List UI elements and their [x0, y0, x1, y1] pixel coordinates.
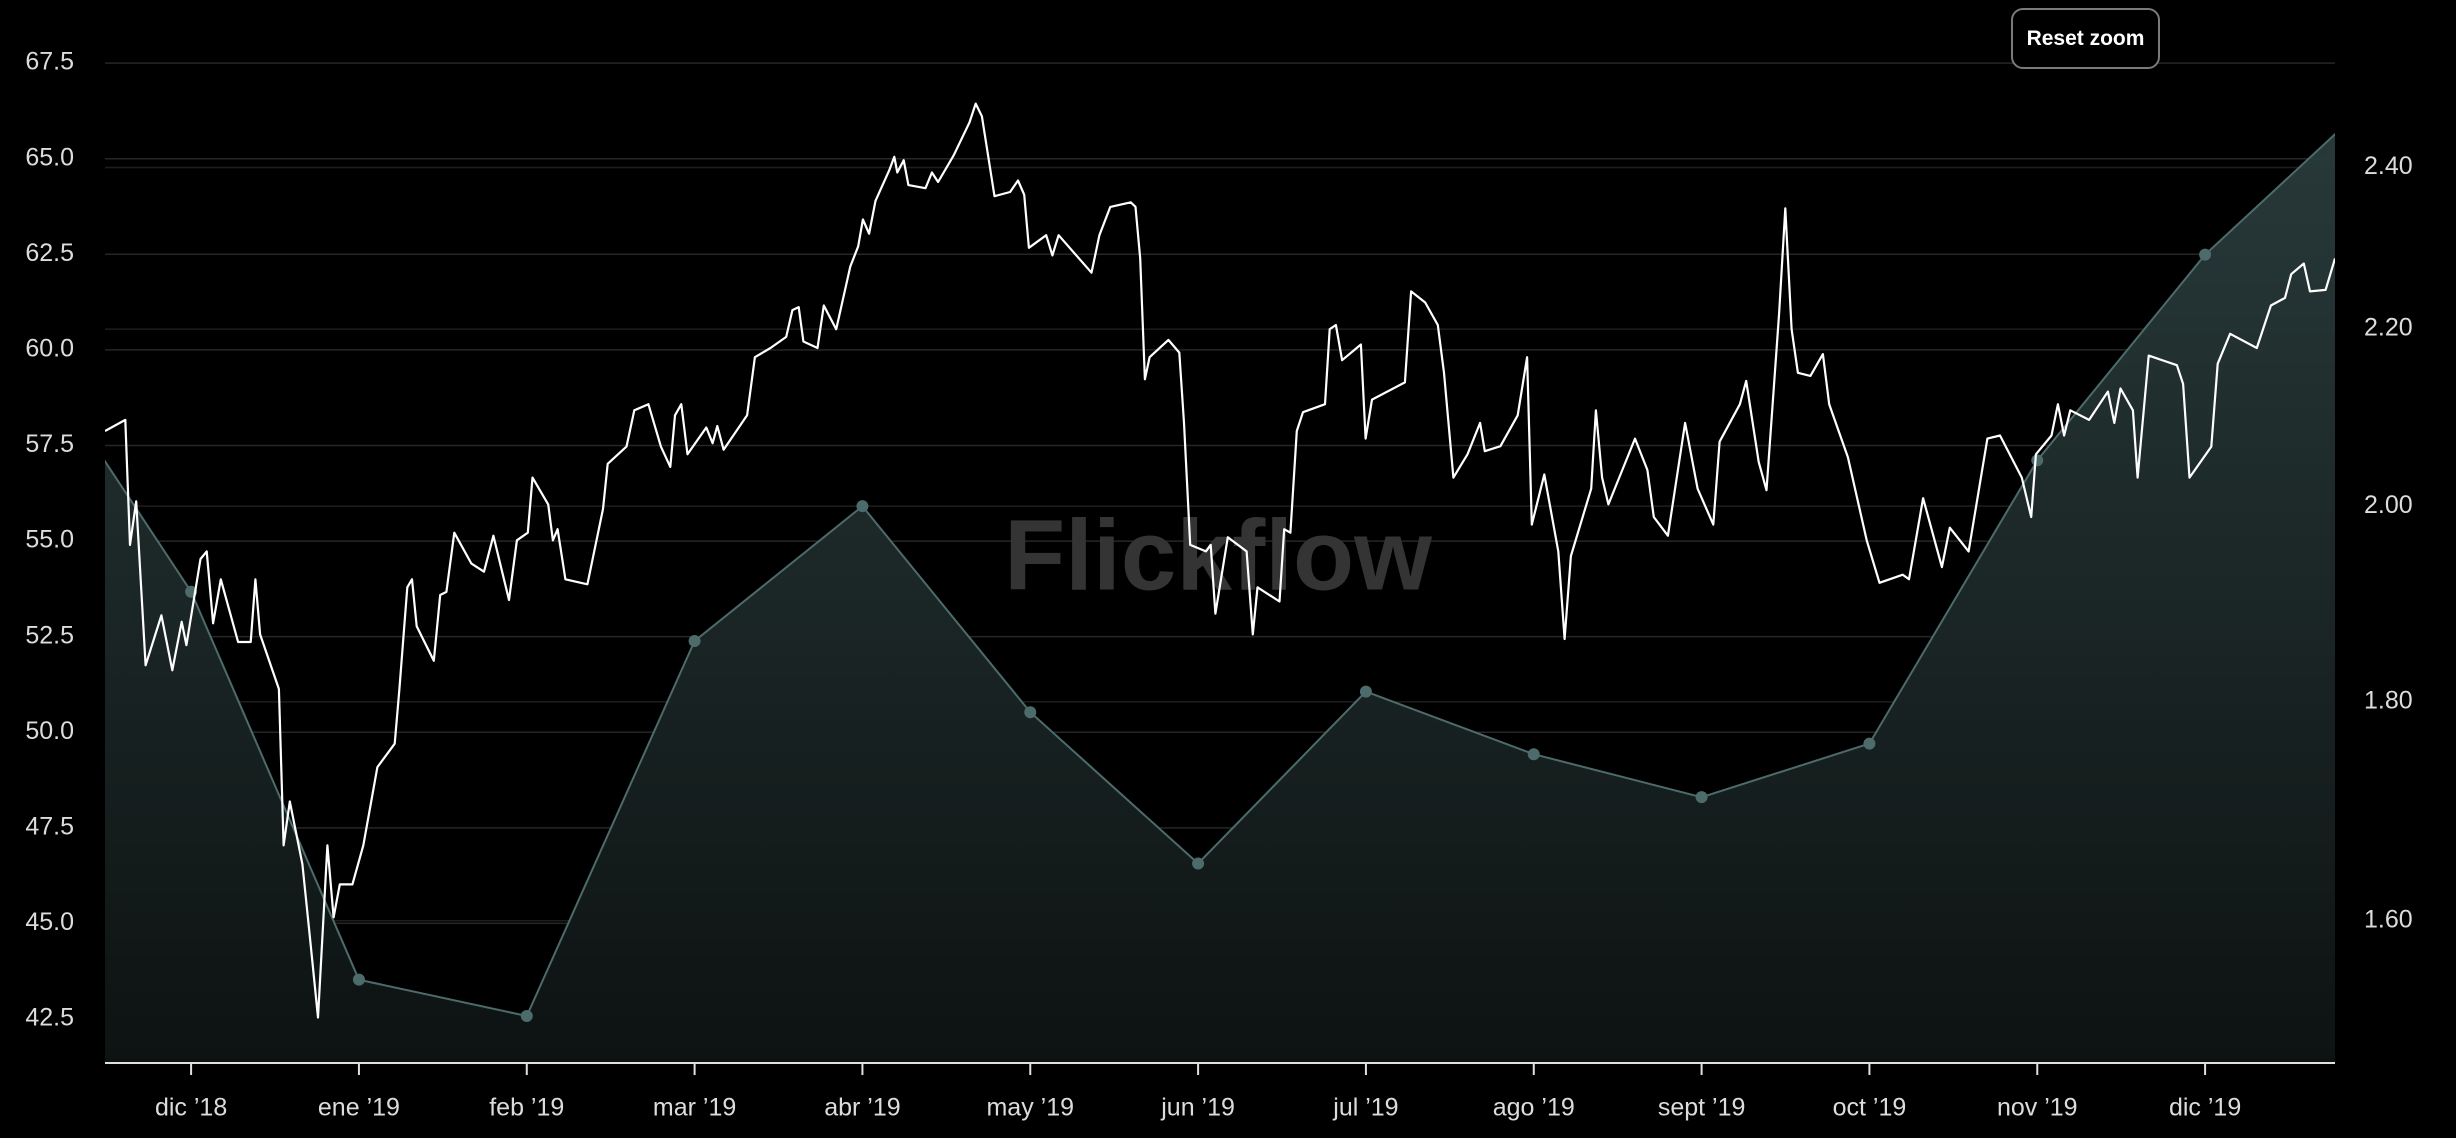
y-tick-label: 60.0 — [25, 335, 74, 363]
area-point — [1359, 685, 1372, 698]
y-tick-label: 45.0 — [25, 908, 74, 936]
y-tick-label: 42.5 — [25, 1004, 74, 1032]
x-tick-label: abr ’19 — [824, 1094, 900, 1122]
x-tick-label: feb ’19 — [489, 1094, 564, 1122]
y-tick-label: 50.0 — [25, 717, 74, 745]
y2-tick-label: 2.40 — [2364, 152, 2413, 180]
plot-area — [105, 93, 2379, 1063]
reset-zoom-button[interactable]: Reset zoom — [2011, 8, 2160, 69]
area-point — [688, 634, 701, 647]
y-tick-label: 57.5 — [25, 430, 74, 458]
area-point — [1192, 857, 1205, 870]
y-tick-label: 67.5 — [25, 48, 74, 76]
y-tick-label: 55.0 — [25, 526, 74, 554]
area-point — [2031, 454, 2044, 467]
y-tick-label: 47.5 — [25, 812, 74, 840]
x-tick-label: dic ’18 — [155, 1094, 227, 1122]
area-point — [2367, 93, 2379, 105]
x-tick-label: jun ’19 — [1160, 1094, 1235, 1122]
x-tick-label: mar ’19 — [653, 1094, 736, 1122]
x-tick-label: jul ’19 — [1332, 1094, 1398, 1122]
y2-tick-label: 2.00 — [2364, 491, 2413, 519]
area-point — [2199, 248, 2212, 261]
area-point — [856, 500, 869, 513]
x-tick-label: nov ’19 — [1997, 1094, 2078, 1122]
x-tick-label: may ’19 — [986, 1094, 1074, 1122]
area-point — [1863, 737, 1876, 750]
area-point — [1527, 748, 1540, 761]
y2-tick-label: 2.20 — [2364, 314, 2413, 342]
area-point — [1695, 791, 1708, 804]
axes: 42.5 45.0 47.5 50.0 52.5 55.0 57.5 60.0 62.5 65.0… — [25, 48, 2412, 1122]
x-tick-label: dic ’19 — [2169, 1094, 2241, 1122]
y-tick-label: 65.0 — [25, 143, 74, 171]
price-line — [105, 102, 2335, 1019]
y-tick-label: 52.5 — [25, 621, 74, 649]
area-point — [352, 973, 365, 986]
x-tick-label: oct ’19 — [1833, 1094, 1907, 1122]
x-tick-label: sept ’19 — [1658, 1094, 1746, 1122]
y2-tick-label: 1.80 — [2364, 687, 2413, 715]
area-point — [1024, 706, 1037, 719]
area-point — [520, 1009, 533, 1022]
area-fill — [105, 134, 2335, 1063]
x-tick-label: ene ’19 — [318, 1094, 400, 1122]
y2-tick-label: 1.60 — [2364, 905, 2413, 933]
x-tick-label: ago ’19 — [1493, 1094, 1575, 1122]
y-tick-label: 62.5 — [25, 239, 74, 267]
